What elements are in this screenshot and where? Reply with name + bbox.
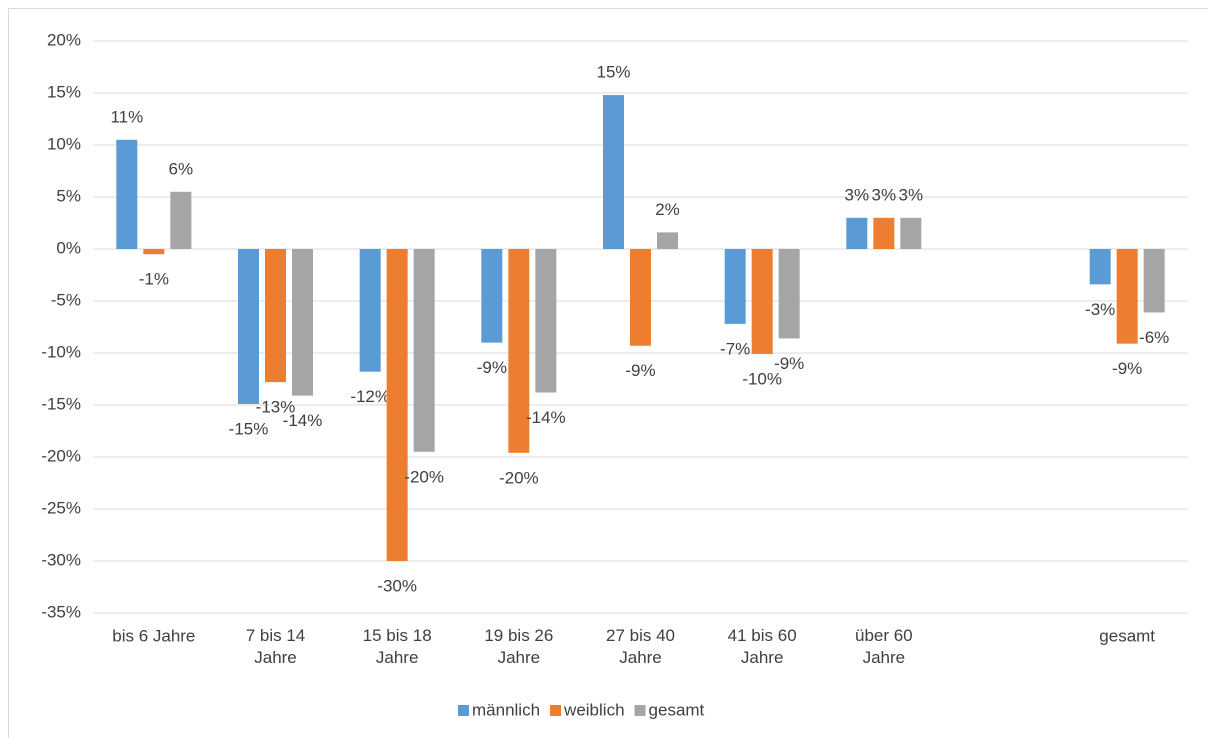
- bar: [751, 249, 773, 355]
- data-label: 15%: [596, 63, 630, 82]
- bar: [1143, 249, 1165, 313]
- data-label: -10%: [742, 370, 782, 389]
- data-label: 6%: [169, 159, 194, 178]
- y-tick-label: -10%: [41, 342, 81, 361]
- bar: [873, 217, 895, 249]
- y-tick-label: -25%: [41, 498, 81, 517]
- data-label: -6%: [1139, 328, 1169, 347]
- data-label: -3%: [1085, 300, 1115, 319]
- data-label: -7%: [720, 339, 750, 358]
- bar: [116, 139, 138, 249]
- y-tick-label: -5%: [51, 290, 81, 309]
- legend-label: männlich: [472, 700, 540, 719]
- legend-swatch: [458, 705, 469, 716]
- bar: [724, 249, 746, 324]
- data-label: -12%: [350, 387, 390, 406]
- bar: [778, 249, 800, 339]
- bar: [481, 249, 503, 343]
- data-label: 2%: [655, 200, 680, 219]
- y-tick-label: -15%: [41, 394, 81, 413]
- bar: [413, 249, 435, 452]
- x-tick-label: bis 6 Jahre: [112, 626, 195, 645]
- data-label: -15%: [229, 419, 269, 438]
- data-label: -13%: [256, 398, 296, 417]
- bar: [630, 249, 651, 346]
- data-label: -30%: [377, 576, 417, 595]
- data-label: -1%: [139, 270, 169, 289]
- y-tick-label: 0%: [56, 238, 81, 257]
- bar: [170, 191, 192, 249]
- legend-label: gesamt: [649, 700, 705, 719]
- x-tick-label: 41 bis 60 Jahre: [728, 626, 797, 667]
- legend-swatch: [550, 705, 562, 716]
- x-tick-label: 19 bis 26 Jahre: [484, 626, 553, 667]
- bar: [846, 217, 868, 249]
- bar: [143, 249, 165, 255]
- bar: [265, 249, 286, 383]
- y-tick-label: 5%: [56, 186, 81, 205]
- data-label: -20%: [499, 468, 539, 487]
- bar: [900, 217, 922, 249]
- data-label: -9%: [774, 354, 804, 373]
- bar: [508, 249, 530, 453]
- bar: [657, 232, 678, 249]
- data-label: -9%: [1112, 359, 1142, 378]
- data-label: -14%: [283, 411, 323, 430]
- data-label: -14%: [526, 408, 566, 427]
- y-tick-label: -30%: [41, 550, 81, 569]
- data-label: -20%: [404, 467, 444, 486]
- data-label: -9%: [477, 358, 507, 377]
- x-tick-label: 7 bis 14 Jahre: [246, 626, 306, 667]
- y-tick-label: 15%: [47, 82, 81, 101]
- bar: [1116, 249, 1138, 344]
- bar: [359, 249, 381, 372]
- bar: [386, 249, 408, 561]
- x-tick-label: über 60 Jahre: [855, 626, 913, 667]
- data-label: 11%: [110, 107, 143, 126]
- y-tick-label: -35%: [41, 602, 81, 621]
- legend-label: weiblich: [563, 700, 624, 719]
- y-tick-label: 20%: [47, 30, 81, 49]
- x-tick-label: 15 bis 18 Jahre: [363, 626, 432, 667]
- bar: [238, 249, 259, 404]
- data-label: -9%: [625, 361, 655, 380]
- bar: [535, 249, 557, 393]
- bar: [603, 95, 624, 249]
- y-tick-label: -20%: [41, 446, 81, 465]
- y-tick-label: 10%: [47, 134, 81, 153]
- data-label: 3%: [845, 185, 870, 204]
- bar: [292, 249, 313, 396]
- x-tick-label: 27 bis 40 Jahre: [606, 626, 675, 667]
- data-label: 3%: [872, 185, 897, 204]
- data-label: 3%: [899, 185, 924, 204]
- x-tick-label: gesamt: [1099, 626, 1155, 645]
- legend-swatch: [634, 705, 646, 716]
- bar: [1089, 249, 1111, 285]
- chart-border: [8, 8, 1208, 738]
